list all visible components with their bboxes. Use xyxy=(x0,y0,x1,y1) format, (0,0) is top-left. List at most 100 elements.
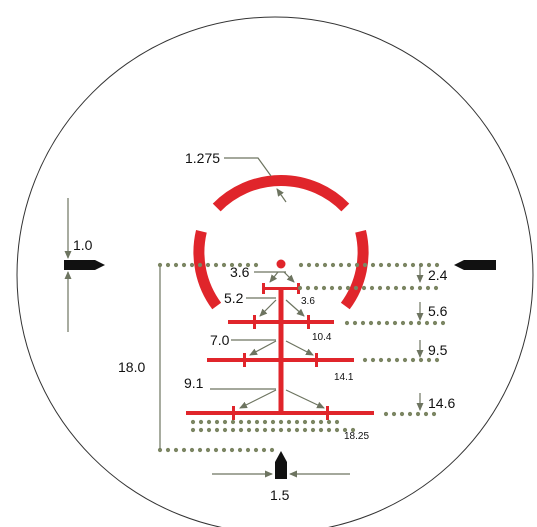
dot-row-2-dot xyxy=(409,285,415,291)
dot-row-6-dot xyxy=(326,427,332,433)
hold-2-left-label: 5.2 xyxy=(224,290,244,306)
hold-bar-1-left-tick xyxy=(262,283,265,294)
dot-row-5b-dot xyxy=(399,411,405,417)
dot-row-top-right-dot xyxy=(402,262,408,268)
hold-2-right-label: 10.4 xyxy=(312,332,332,343)
dot-row-5b-dot xyxy=(415,411,421,417)
dot-row-5a-dot xyxy=(262,419,268,425)
dot-row-2-dot xyxy=(417,285,423,291)
hold-3-right-label: 14.1 xyxy=(334,372,354,383)
dot-row-top-left-dot xyxy=(221,262,227,268)
center-dot xyxy=(276,259,286,269)
horseshoe xyxy=(193,175,369,310)
hold-bar-2-left-tick xyxy=(253,315,256,329)
dot-row-bottom-dot xyxy=(157,447,163,453)
dot-row-6-dot xyxy=(206,427,212,433)
dot-row-6-dot xyxy=(230,427,236,433)
dot-row-5a-dot xyxy=(222,419,228,425)
dot-row-5a-dot xyxy=(286,419,292,425)
hold-4-right-label: 18.25 xyxy=(344,431,369,442)
dot-row-3-dot xyxy=(424,320,430,326)
dot-row-4-dot xyxy=(402,357,408,363)
dot-row-4-dot xyxy=(418,357,424,363)
dot-row-6-dot xyxy=(342,427,348,433)
dot-row-top-left-dot xyxy=(181,262,187,268)
dot-row-4-dot xyxy=(410,357,416,363)
dot-row-bottom-dot xyxy=(213,447,219,453)
wind-dot-rows xyxy=(157,262,446,453)
dot-row-6-dot xyxy=(286,427,292,433)
dot-row-2-dot xyxy=(385,285,391,291)
vertical-stem xyxy=(278,287,284,414)
dot-row-6-dot xyxy=(246,427,252,433)
bottom-post xyxy=(275,451,287,479)
dot-row-2-dot xyxy=(313,285,319,291)
dot-row-5a-dot xyxy=(334,419,340,425)
post-gap-label: 1.0 xyxy=(73,237,93,253)
dot-row-3-dot xyxy=(360,320,366,326)
dot-row-4-dot xyxy=(386,357,392,363)
dot-row-5a-dot xyxy=(190,419,196,425)
dot-row-top-right-dot xyxy=(306,262,312,268)
horseshoe-left-arc xyxy=(193,230,222,310)
dot-row-6-dot xyxy=(262,427,268,433)
dot-row-bottom-dot xyxy=(205,447,211,453)
dot-row-5b-dot xyxy=(423,411,429,417)
dot-row-5a-dot xyxy=(246,419,252,425)
hold-bar-2-right-tick xyxy=(307,315,310,329)
dot-row-2-dot xyxy=(337,285,343,291)
dot-row-top-left-dot xyxy=(213,262,219,268)
dot-row-bottom-dot xyxy=(245,447,251,453)
dot-row-top-right-dot xyxy=(434,262,440,268)
dot-row-3-dot xyxy=(376,320,382,326)
dot-row-top-right-dot xyxy=(386,262,392,268)
dot-row-bottom-dot xyxy=(229,447,235,453)
dot-row-top-right-dot xyxy=(362,262,368,268)
dot-row-4-dot xyxy=(378,357,384,363)
hold-1-right-arrow xyxy=(283,271,295,283)
dot-row-6-dot xyxy=(270,427,276,433)
dot-row-bottom-dot xyxy=(261,447,267,453)
dot-row-top-left-dot xyxy=(205,262,211,268)
dot-row-bottom-dot xyxy=(173,447,179,453)
dot-row-bottom-dot xyxy=(181,447,187,453)
hold-2-right-arrow xyxy=(285,299,305,317)
dot-row-6-dot xyxy=(310,427,316,433)
dot-row-2-dot xyxy=(321,285,327,291)
dot-row-bottom-dot xyxy=(197,447,203,453)
dot-row-3-dot xyxy=(416,320,422,326)
dot-row-bottom-dot xyxy=(189,447,195,453)
dot-row-5a-dot xyxy=(230,419,236,425)
dot-row-3-dot xyxy=(368,320,374,326)
dot-row-top-left-dot xyxy=(245,262,251,268)
dot-row-6-dot xyxy=(278,427,284,433)
dot-row-5a-dot xyxy=(310,419,316,425)
dot-row-top-right-dot xyxy=(338,262,344,268)
dot-row-top-left-dot xyxy=(165,262,171,268)
dot-row-top-right-dot xyxy=(426,262,432,268)
dot-row-2-dot xyxy=(433,285,439,291)
dot-row-top-left-dot xyxy=(173,262,179,268)
hold-4-right-arrow xyxy=(285,389,325,409)
dot-row-4-dot xyxy=(362,357,368,363)
dot-row-2-dot xyxy=(329,285,335,291)
dot-row-3-dot xyxy=(384,320,390,326)
hold-3-left-arrow xyxy=(249,340,277,356)
dot-row-bottom-dot xyxy=(221,447,227,453)
dot-row-3-dot xyxy=(392,320,398,326)
dot-row-bottom-dot xyxy=(253,447,259,453)
hold-1-left-label: 3.6 xyxy=(230,264,250,280)
dot-row-bottom-dot xyxy=(165,447,171,453)
horseshoe-leader xyxy=(224,157,272,177)
dot-row-5a-dot xyxy=(214,419,220,425)
dot-row-top-left-dot xyxy=(197,262,203,268)
hold-4-left-label: 9.1 xyxy=(184,375,204,391)
dot-row-6-dot xyxy=(294,427,300,433)
dot-row-2-dot xyxy=(369,285,375,291)
dot-row-3-dot xyxy=(352,320,358,326)
dot-row-5a-dot xyxy=(302,419,308,425)
hold-bar-3-right-tick xyxy=(315,353,318,367)
hold-2-left-arrow xyxy=(259,299,277,317)
dot-row-4-dot xyxy=(370,357,376,363)
